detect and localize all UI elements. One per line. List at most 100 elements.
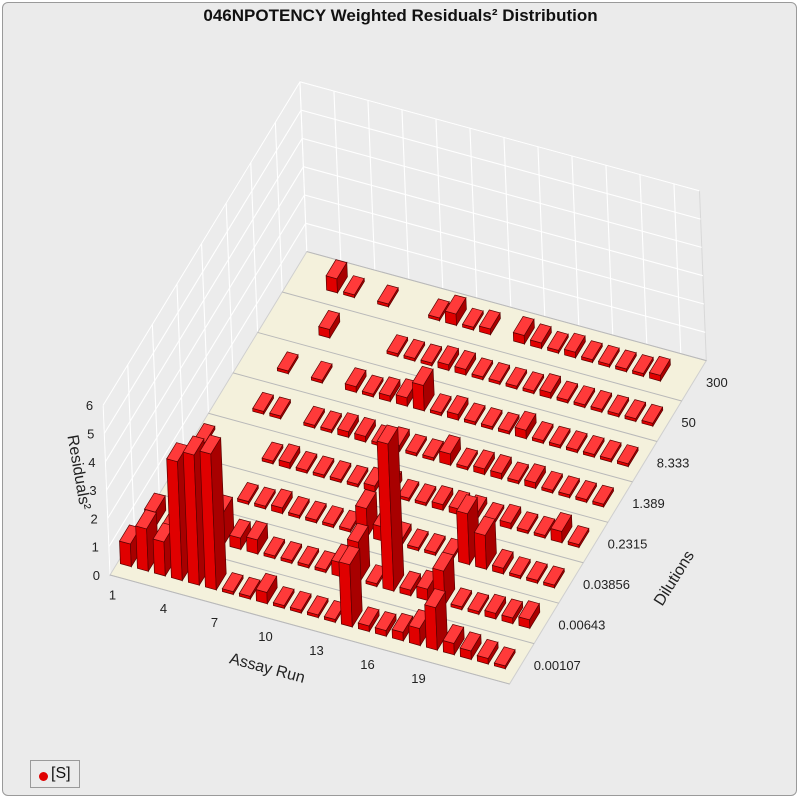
bar-top [497, 411, 520, 432]
bar-top [432, 551, 454, 572]
x-tick-label: 16 [360, 657, 374, 672]
bar-front [473, 531, 487, 570]
bar-top [310, 360, 333, 381]
bar [437, 345, 460, 372]
bar-top [624, 399, 647, 420]
bar [467, 591, 490, 616]
bar-top [522, 371, 545, 392]
bar [478, 309, 501, 336]
bar [516, 511, 539, 535]
bar [518, 600, 541, 630]
y-tick-label: 0.2315 [608, 537, 648, 552]
bar [361, 374, 384, 399]
bar-top [420, 343, 443, 364]
bar-top [525, 560, 548, 581]
bar [295, 450, 318, 475]
grid-line [503, 137, 512, 308]
bar [499, 503, 522, 531]
bar [556, 380, 579, 405]
bar [542, 565, 565, 590]
grid-line [333, 91, 342, 261]
bar [414, 483, 437, 507]
bar [501, 598, 524, 625]
bar [563, 332, 586, 360]
bar-top [438, 434, 461, 455]
bar-top [318, 309, 340, 330]
bar-top [342, 275, 365, 296]
bar-top [471, 357, 494, 378]
bar-top [518, 600, 540, 621]
bar-top [484, 593, 507, 614]
bar-top [446, 394, 469, 415]
x-tick-label: 10 [258, 629, 272, 644]
bar-top [467, 591, 490, 613]
bar-top [533, 515, 556, 536]
bar-top [376, 424, 399, 445]
bar-top [229, 518, 251, 539]
bar [423, 532, 446, 557]
bar-top [590, 389, 613, 410]
bar [289, 590, 312, 615]
z-tick-label: 3 [89, 483, 96, 498]
bar [505, 366, 528, 391]
bar-top [320, 410, 342, 431]
bar [338, 545, 363, 629]
bar-top [386, 334, 409, 355]
bar [399, 570, 422, 597]
grid-line [274, 122, 283, 293]
bar-top [429, 393, 452, 414]
bar-top [599, 439, 622, 460]
bar-top [473, 449, 495, 470]
x-tick-label: 19 [411, 671, 425, 686]
bar [310, 360, 333, 385]
grid-line [250, 162, 259, 333]
bar [318, 309, 341, 340]
bar-top [354, 416, 376, 437]
bar-top [648, 355, 671, 376]
bar [525, 560, 548, 585]
x-axis-title: Assay Run [228, 650, 307, 686]
bar-top [488, 361, 511, 383]
bar [648, 355, 671, 383]
bar-top [337, 412, 359, 433]
bar [357, 606, 380, 633]
bar-top [575, 479, 597, 501]
grid-line [299, 81, 308, 252]
bar-top [548, 425, 571, 446]
bar-top [463, 402, 486, 423]
bar-top [361, 374, 384, 395]
bar-top [442, 623, 465, 644]
bar-top [454, 349, 477, 370]
bar-top [459, 631, 482, 652]
bar [238, 576, 261, 601]
bar-top [531, 420, 554, 442]
bar-top [276, 351, 299, 372]
bar [565, 430, 588, 454]
bar [199, 434, 227, 592]
grid-line [367, 100, 376, 271]
bar-top [473, 515, 496, 536]
floor-line [232, 372, 633, 483]
z-tick-label: 6 [86, 398, 93, 413]
bar [306, 595, 329, 619]
bar [533, 515, 556, 540]
bar-front [152, 538, 166, 577]
bar-top [297, 545, 320, 566]
grid-line [673, 183, 682, 354]
bar-top [378, 376, 401, 397]
bar-top [304, 500, 327, 521]
z-tick-label: 1 [92, 540, 99, 555]
y-tick-label: 0.00107 [534, 658, 581, 673]
bar [582, 434, 605, 459]
bar [272, 586, 295, 610]
bar [616, 444, 639, 468]
bar-top [287, 495, 310, 516]
bar [480, 407, 503, 431]
bar [261, 441, 284, 466]
bar-top [480, 407, 503, 428]
bar-top [539, 373, 562, 394]
bar [529, 323, 552, 350]
bar-top [592, 484, 614, 505]
bar-top [135, 509, 157, 530]
bar-top [329, 460, 352, 481]
